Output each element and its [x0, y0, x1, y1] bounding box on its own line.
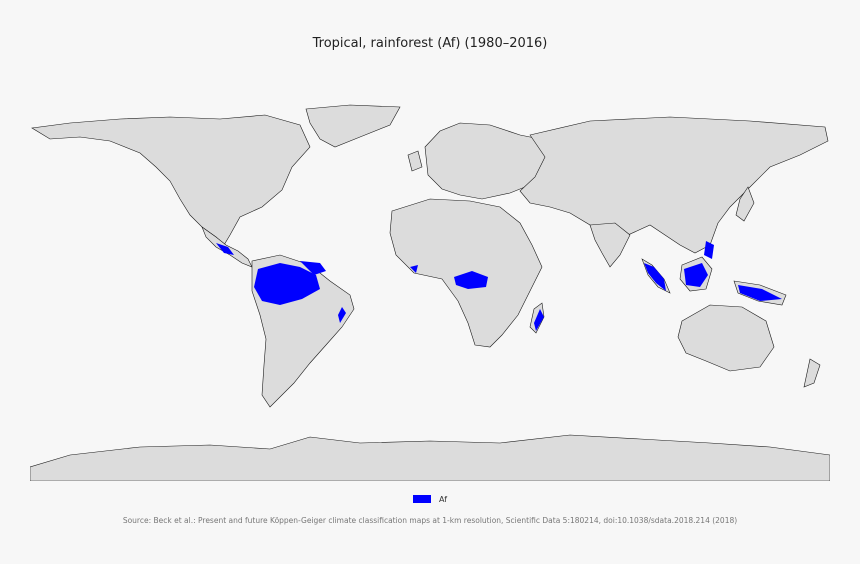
new-zealand — [803, 358, 821, 388]
land-layer — [30, 104, 830, 481]
map-title: Tropical, rainforest (Af) (1980–2016) — [312, 36, 548, 51]
greenland — [305, 104, 401, 148]
af-amazon — [254, 263, 320, 305]
af-borneo — [684, 263, 708, 287]
af-sumatra — [644, 263, 666, 291]
source-note: Source: Beck et al.: Present and future … — [122, 516, 738, 525]
af-madagascar — [534, 309, 544, 331]
legend-label: Af — [439, 494, 448, 504]
af-congo — [454, 271, 488, 289]
af-guianas — [300, 261, 326, 275]
india — [589, 222, 631, 268]
legend-swatch — [413, 495, 431, 503]
af-central-america — [216, 243, 234, 255]
antarctica — [30, 434, 830, 481]
af-west-africa — [410, 265, 418, 273]
asia — [519, 116, 829, 256]
af-philippines — [704, 241, 714, 259]
world-map — [30, 104, 830, 481]
japan — [735, 186, 755, 222]
australia — [677, 304, 775, 372]
af-new-guinea — [738, 285, 782, 301]
north-america — [31, 114, 311, 246]
af-atlantic-forest — [338, 307, 346, 323]
british-isles — [407, 150, 423, 172]
rainforest-layer — [216, 241, 782, 331]
legend: Af — [413, 492, 447, 506]
